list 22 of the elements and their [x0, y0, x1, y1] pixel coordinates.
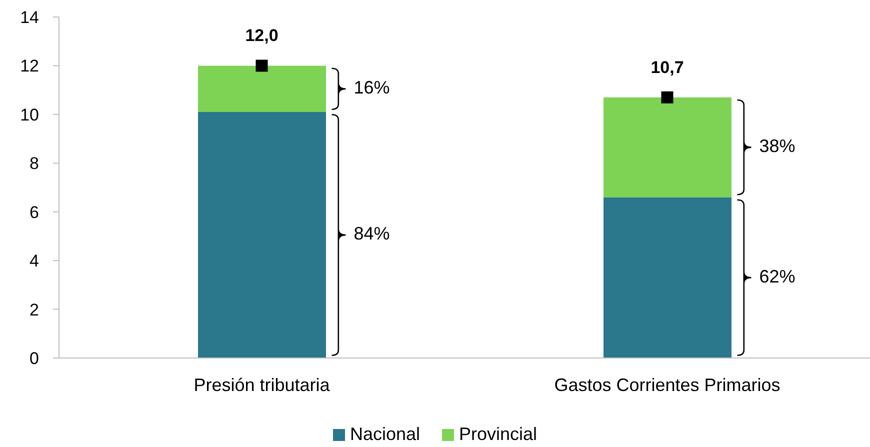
legend-label: Nacional	[350, 424, 420, 445]
y-tick-label: 10	[20, 105, 39, 124]
annotation: 84%	[354, 224, 390, 244]
bar	[604, 197, 732, 358]
y-tick-label: 6	[30, 202, 39, 222]
x-tick-label: Gastos Corrientes Primarios	[554, 374, 780, 395]
annotation: 38%	[759, 136, 796, 156]
y-tick-label: 8	[30, 154, 39, 174]
bar	[604, 97, 732, 198]
bar	[198, 66, 326, 112]
data-label: 10,7	[650, 58, 684, 77]
y-tick-label: 0	[30, 349, 39, 368]
x-tick-label: Presión tributaria	[194, 374, 331, 395]
annotation: 62%	[759, 266, 796, 286]
bar	[198, 112, 326, 358]
annotation: 16%	[354, 78, 390, 98]
data-label: 12,0	[245, 26, 278, 46]
y-tick-label: 14	[20, 8, 39, 28]
legend-label: Provincial	[459, 424, 538, 445]
y-tick-label: 4	[30, 252, 39, 271]
y-tick-label: 12	[20, 56, 39, 76]
y-tick-label: 2	[30, 300, 39, 320]
